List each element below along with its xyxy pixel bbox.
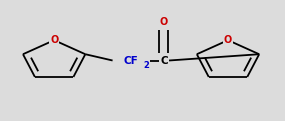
Text: 2: 2 — [143, 61, 149, 70]
Text: O: O — [160, 17, 168, 27]
Text: O: O — [224, 35, 232, 45]
Text: O: O — [50, 35, 58, 45]
Text: CF: CF — [124, 56, 139, 65]
Text: C: C — [160, 56, 168, 65]
